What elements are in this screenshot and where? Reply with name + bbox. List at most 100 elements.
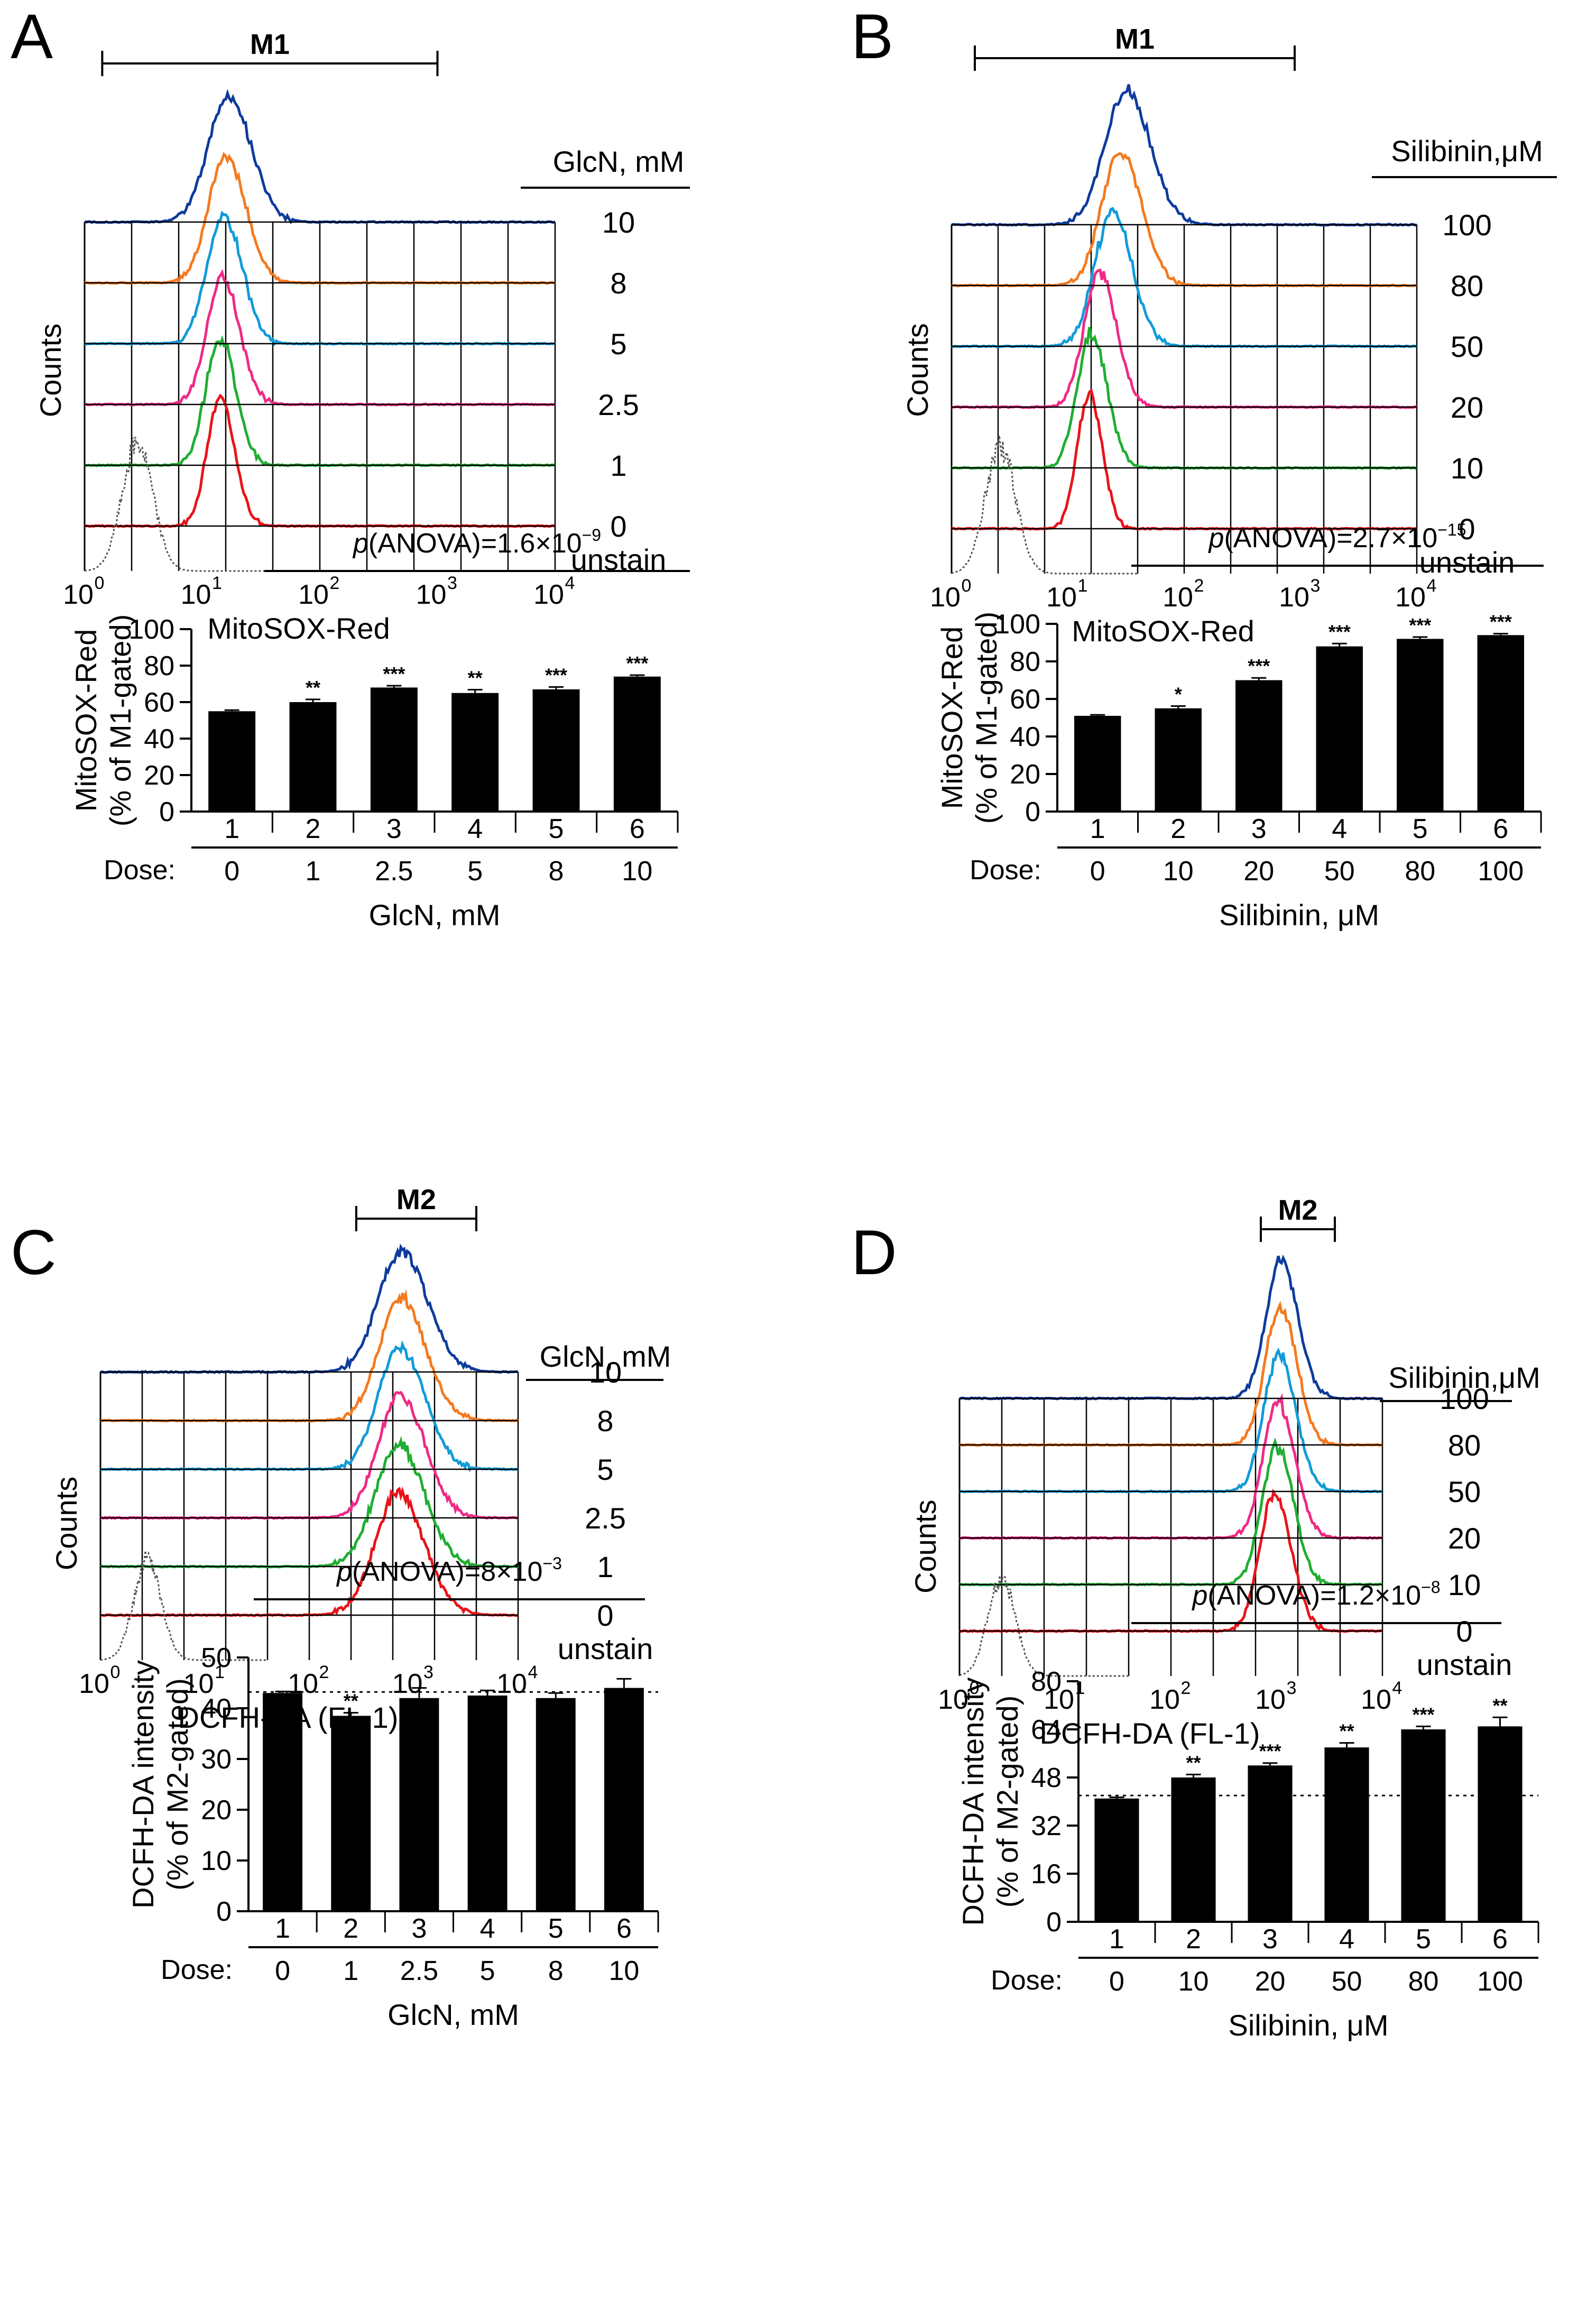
dose-label: 8 bbox=[549, 856, 564, 887]
anova-text: (ANOVA)=1.2×10 bbox=[1207, 1580, 1421, 1611]
x-tick-exponent: 1 bbox=[212, 573, 222, 593]
y-tick-label: 10 bbox=[201, 1846, 232, 1876]
x-tick-label: 10 bbox=[1046, 582, 1077, 613]
bar-y-label-line1: MitoSOX-Red bbox=[69, 629, 103, 812]
bar-x-label: Silibinin, μM bbox=[1219, 898, 1379, 932]
y-tick-label: 0 bbox=[216, 1896, 232, 1927]
x-tick-label: 10 bbox=[79, 1669, 109, 1699]
dose-label: 10 bbox=[1163, 856, 1194, 887]
y-tick-label: 20 bbox=[201, 1795, 232, 1826]
x-tick-label: 10 bbox=[416, 579, 447, 610]
legend-dose: 2.5 bbox=[598, 388, 639, 421]
bar-6 bbox=[1477, 635, 1524, 812]
legend-dose: 10 bbox=[589, 1356, 622, 1389]
category-label: 2 bbox=[1186, 1924, 1201, 1955]
x-tick-label: 10 bbox=[63, 579, 94, 610]
bar-4 bbox=[1324, 1747, 1369, 1922]
x-tick-exponent: 0 bbox=[962, 576, 972, 596]
bar-3 bbox=[399, 1698, 439, 1911]
bar-2 bbox=[289, 702, 337, 812]
x-tick-label: 10 bbox=[1361, 1684, 1391, 1715]
category-label: 5 bbox=[549, 814, 564, 844]
category-label: 3 bbox=[386, 814, 402, 844]
legend-dose: 0 bbox=[610, 510, 626, 543]
y-axis-label: Counts bbox=[909, 1500, 942, 1593]
dose-label: 50 bbox=[1332, 1966, 1362, 1997]
bar-5 bbox=[536, 1698, 576, 1911]
y-tick-label: 60 bbox=[1010, 684, 1040, 715]
y-tick-label: 20 bbox=[1010, 759, 1040, 790]
panel-label: D bbox=[851, 1217, 897, 1288]
anova-title: p(ANOVA)=1.6×10−9 bbox=[352, 526, 601, 559]
panel-label: A bbox=[11, 1, 53, 72]
anova-p: p bbox=[336, 1556, 352, 1587]
bar-4 bbox=[451, 693, 499, 812]
y-axis-label: Counts bbox=[901, 323, 934, 417]
category-label: 1 bbox=[1090, 814, 1105, 844]
anova-p: p bbox=[1191, 1580, 1207, 1611]
y-tick-label: 48 bbox=[1031, 1763, 1062, 1793]
bar-6 bbox=[613, 676, 661, 812]
legend-dose: 2.5 bbox=[585, 1501, 626, 1535]
legend-dose: 8 bbox=[610, 266, 626, 300]
dose-label: 80 bbox=[1408, 1966, 1439, 1997]
legend-dose: 5 bbox=[610, 327, 626, 361]
legend-dose: 100 bbox=[1440, 1382, 1489, 1415]
y-tick-label: 80 bbox=[1010, 647, 1040, 677]
category-label: 2 bbox=[1170, 814, 1186, 844]
dose-label: 0 bbox=[1090, 856, 1105, 887]
significance-stars: *** bbox=[1409, 614, 1431, 636]
significance-stars: *** bbox=[545, 664, 567, 686]
legend-dose: 50 bbox=[1451, 330, 1483, 363]
anova-title: p(ANOVA)=1.2×10−8 bbox=[1191, 1578, 1440, 1611]
x-tick-exponent: 0 bbox=[110, 1662, 121, 1682]
bar-x-label: GlcN, mM bbox=[369, 898, 501, 932]
x-tick-exponent: 4 bbox=[1427, 576, 1437, 596]
dose-label: 2.5 bbox=[375, 856, 413, 887]
significance-stars: * bbox=[1175, 683, 1182, 705]
y-tick-label: 32 bbox=[1031, 1811, 1062, 1841]
significance-stars: *** bbox=[1329, 621, 1351, 642]
category-label: 3 bbox=[1262, 1924, 1278, 1955]
x-tick-exponent: 3 bbox=[1311, 576, 1321, 596]
anova-exponent: −3 bbox=[542, 1554, 561, 1573]
x-tick-label: 10 bbox=[1149, 1684, 1180, 1715]
y-tick-label: 60 bbox=[144, 687, 174, 718]
x-tick-label: 10 bbox=[1163, 582, 1193, 613]
dose-label: 10 bbox=[1178, 1966, 1209, 1997]
significance-stars: ** bbox=[468, 667, 483, 689]
x-tick-exponent: 1 bbox=[215, 1662, 225, 1682]
significance-stars: *** bbox=[1412, 1703, 1434, 1725]
histogram-trace-unstain bbox=[951, 435, 1138, 575]
x-tick-exponent: 0 bbox=[95, 573, 105, 593]
bar-y-label-line2: (% of M1-gated) bbox=[104, 614, 137, 827]
bar-chart-a: p(ANOVA)=1.6×10−9020406080100MitoSOX-Red… bbox=[69, 526, 690, 932]
dose-label: 0 bbox=[1109, 1966, 1124, 1997]
histogram-trace-dose-10 bbox=[100, 1243, 519, 1374]
bar-y-label-line2: (% of M1-gated) bbox=[970, 612, 1003, 824]
significance-stars: ** bbox=[344, 1690, 358, 1712]
x-axis-label: MitoSOX-Red bbox=[1072, 614, 1254, 648]
bar-1 bbox=[263, 1693, 303, 1911]
x-tick-label: 10 bbox=[938, 1684, 968, 1715]
x-tick-exponent: 4 bbox=[565, 573, 575, 593]
bar-3 bbox=[1248, 1765, 1293, 1922]
y-tick-label: 40 bbox=[144, 724, 174, 754]
category-label: 6 bbox=[1493, 814, 1508, 844]
legend-dose: 100 bbox=[1442, 208, 1491, 242]
bar-1 bbox=[208, 711, 256, 812]
category-label: 4 bbox=[480, 1913, 495, 1944]
category-label: 5 bbox=[1413, 814, 1428, 844]
category-label: 6 bbox=[1492, 1924, 1508, 1955]
dose-label: 2.5 bbox=[400, 1956, 438, 1986]
dose-label: 100 bbox=[1478, 856, 1524, 887]
anova-exponent: −15 bbox=[1437, 520, 1466, 539]
x-tick-label: 10 bbox=[183, 1669, 214, 1699]
legend-dose: 0 bbox=[597, 1599, 613, 1632]
legend-dose: 80 bbox=[1451, 269, 1483, 302]
legend-title: Silibinin,μM bbox=[1391, 134, 1543, 168]
